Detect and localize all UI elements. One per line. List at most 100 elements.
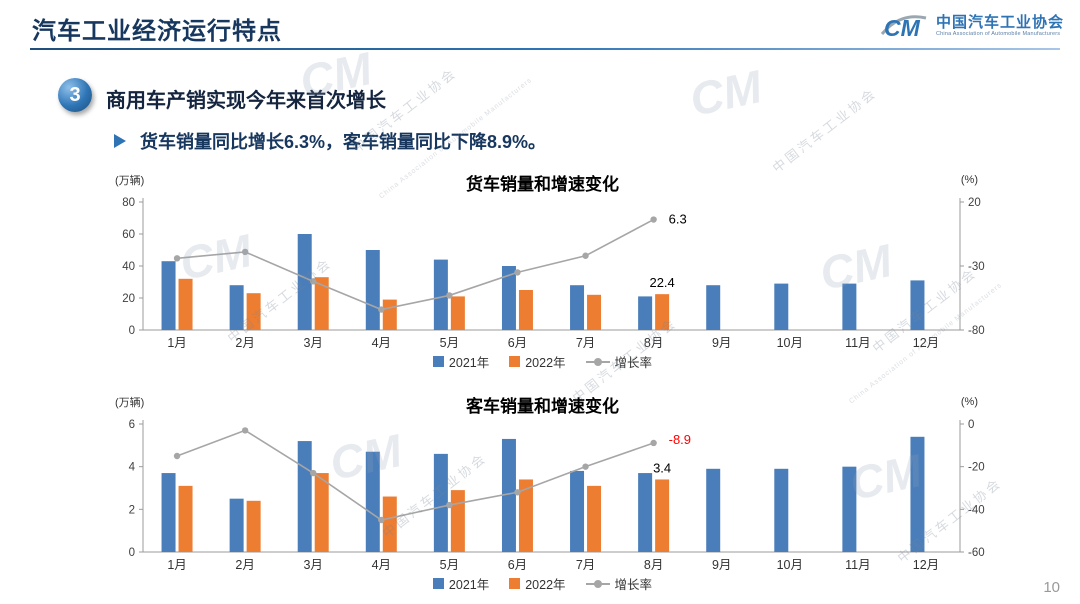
svg-text:3月: 3月	[303, 336, 322, 350]
legend-item-growth: 增长率	[585, 352, 653, 371]
svg-text:11月: 11月	[845, 558, 870, 572]
page-title: 汽车工业经济运行特点	[32, 18, 282, 45]
watermark-text: 中国汽车工业协会	[769, 84, 880, 176]
legend-2022-swatch	[509, 356, 521, 367]
svg-text:4月: 4月	[372, 336, 391, 350]
svg-text:-40: -40	[968, 504, 985, 516]
legend-2021-label: 2021年	[448, 356, 490, 370]
logo-mark-text: CM	[884, 15, 921, 41]
bus-right-axis-unit: (%)	[960, 396, 978, 408]
legend-growth-dot	[593, 579, 602, 588]
svg-text:9月: 9月	[712, 558, 731, 572]
bars-2021年	[161, 436, 925, 552]
caam-logo-mark-icon: CM	[880, 15, 927, 41]
svg-text:12月: 12月	[913, 558, 939, 572]
bus-sales-chart: 0 2 4 6 0 -20 -40 -60 1月 2月 3月 4月 5月 6月 7月 8月 9月 10月 11月 12…	[129, 419, 985, 572]
svg-text:5月: 5月	[440, 336, 459, 350]
svg-text:-60: -60	[968, 547, 985, 559]
svg-text:2月: 2月	[235, 336, 254, 350]
svg-text:8月: 8月	[644, 336, 663, 350]
section-number-badge: 3	[58, 78, 92, 112]
legend-2021-swatch	[432, 356, 444, 367]
svg-text:12月: 12月	[913, 336, 939, 350]
growth-rate-line	[173, 427, 657, 524]
legend-growth-line-swatch	[585, 579, 610, 588]
legend-item-2021: 2021年	[432, 352, 490, 371]
data-annotation: 6.3	[669, 212, 687, 227]
svg-text:5月: 5月	[440, 558, 459, 572]
bus-chart-title: 客车销量和增速变化	[466, 397, 619, 416]
section-heading: 商用车产销实现今年来首次增长	[106, 90, 386, 112]
data-annotation: -8.9	[669, 432, 691, 447]
svg-text:4: 4	[129, 462, 136, 474]
legend-2021-label: 2021年	[448, 578, 490, 592]
caam-logo: CM 中国汽车工业协会 China Association of Automob…	[878, 8, 1064, 44]
bus-chart-legend: 2021年 2022年 增长率	[55, 574, 1030, 593]
data-annotation: 3.4	[653, 460, 671, 475]
svg-text:6: 6	[129, 419, 135, 431]
svg-text:2: 2	[129, 504, 135, 516]
svg-text:7月: 7月	[576, 336, 595, 350]
bus-sales-chart-block: 客车销量和增速变化 (万辆) (%) 0 2 4 6 0 -20 -40 -60 1月 2月 3月 4…	[55, 392, 1030, 593]
svg-text:40: 40	[122, 261, 135, 273]
bars-2021年	[161, 234, 925, 330]
svg-text:2月: 2月	[235, 558, 254, 572]
legend-growth-dot	[593, 357, 602, 366]
logo-org-name: 中国汽车工业协会	[935, 13, 1064, 31]
data-annotation: 22.4	[649, 275, 674, 290]
logo-org-name-en: China Association of Automobile Manufact…	[935, 31, 1061, 38]
legend-item-2022: 2022年	[509, 574, 566, 593]
truck-right-axis-unit: (%)	[960, 174, 978, 186]
svg-text:7月: 7月	[576, 558, 595, 572]
svg-text:80: 80	[122, 197, 135, 209]
bus-left-axis-unit: (万辆)	[115, 397, 145, 409]
svg-text:9月: 9月	[712, 336, 731, 350]
legend-2022-label: 2022年	[525, 356, 566, 370]
growth-rate-line	[173, 216, 657, 313]
truck-chart-title: 货车销量和增速变化	[466, 175, 619, 194]
svg-text:6月: 6月	[508, 558, 527, 572]
svg-text:10月: 10月	[777, 558, 803, 572]
svg-text:0: 0	[968, 419, 974, 431]
legend-item-2021: 2021年	[432, 574, 490, 593]
svg-text:10月: 10月	[777, 336, 803, 350]
svg-text:1月: 1月	[167, 558, 186, 572]
legend-item-growth: 增长率	[585, 574, 653, 593]
axes: 0 2 4 6 0 -20 -40 -60 1月 2月 3月 4月 5月 6月 7月 8月 9月 10月 11月 12…	[129, 419, 985, 572]
svg-text:-30: -30	[968, 261, 985, 273]
svg-text:-20: -20	[968, 462, 985, 474]
bars-2022年	[178, 473, 670, 552]
svg-text:20: 20	[968, 197, 981, 209]
svg-text:8月: 8月	[644, 558, 663, 572]
legend-2021-swatch	[432, 578, 444, 589]
bullet-row: 货车销量同比增长6.3%，客车销量同比下降8.9%。	[114, 128, 546, 154]
legend-2022-swatch	[509, 578, 521, 589]
legend-growth-line-swatch	[585, 357, 610, 366]
legend-growth-label: 增长率	[614, 356, 653, 370]
bullet-arrow-icon	[114, 134, 126, 148]
svg-text:3月: 3月	[303, 558, 322, 572]
svg-text:1月: 1月	[167, 336, 186, 350]
legend-2022-label: 2022年	[525, 578, 566, 592]
truck-chart-legend: 2021年 2022年 增长率	[55, 352, 1030, 371]
axes: 0 20 40 60 80 20 -30 -80 1月 2月 3月 4月 5月 6月 7月 8月 9月 10月 11…	[122, 197, 984, 350]
svg-text:-80: -80	[968, 325, 985, 337]
svg-text:6月: 6月	[508, 336, 527, 350]
header-underline	[30, 48, 1060, 50]
svg-text:60: 60	[122, 229, 135, 241]
bars-2022年	[178, 277, 670, 330]
watermark-cm-icon: CM	[685, 60, 767, 126]
svg-text:20: 20	[122, 293, 135, 305]
truck-sales-chart: 0 20 40 60 80 20 -30 -80 1月 2月 3月 4月 5月 6月 7月 8月 9月 10月 11…	[122, 197, 984, 350]
svg-text:11月: 11月	[845, 336, 870, 350]
svg-text:4月: 4月	[372, 558, 391, 572]
truck-sales-chart-block: 货车销量和增速变化 (万辆) (%) 0 20 40 60 80 20 -30 -80 1月 2月…	[55, 170, 1030, 371]
legend-growth-label: 增长率	[614, 578, 653, 592]
svg-text:0: 0	[129, 325, 135, 337]
page-number: 10	[1043, 579, 1060, 596]
legend-item-2022: 2022年	[509, 352, 566, 371]
bullet-text: 货车销量同比增长6.3%，客车销量同比下降8.9%。	[140, 132, 547, 152]
truck-left-axis-unit: (万辆)	[115, 175, 145, 187]
svg-text:0: 0	[129, 547, 135, 559]
